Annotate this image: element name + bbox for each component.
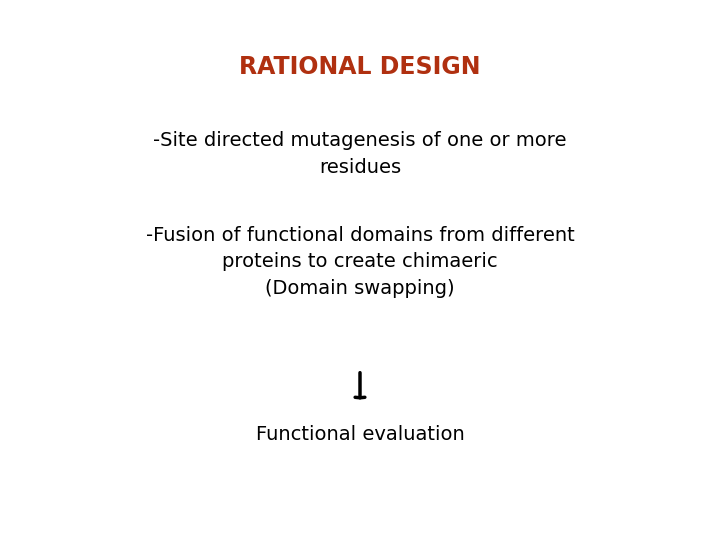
Text: -Site directed mutagenesis of one or more
residues: -Site directed mutagenesis of one or mor…	[153, 131, 567, 177]
Text: RATIONAL DESIGN: RATIONAL DESIGN	[239, 56, 481, 79]
Text: -Fusion of functional domains from different
proteins to create chimaeric
(Domai: -Fusion of functional domains from diffe…	[145, 226, 575, 298]
Text: Functional evaluation: Functional evaluation	[256, 425, 464, 444]
